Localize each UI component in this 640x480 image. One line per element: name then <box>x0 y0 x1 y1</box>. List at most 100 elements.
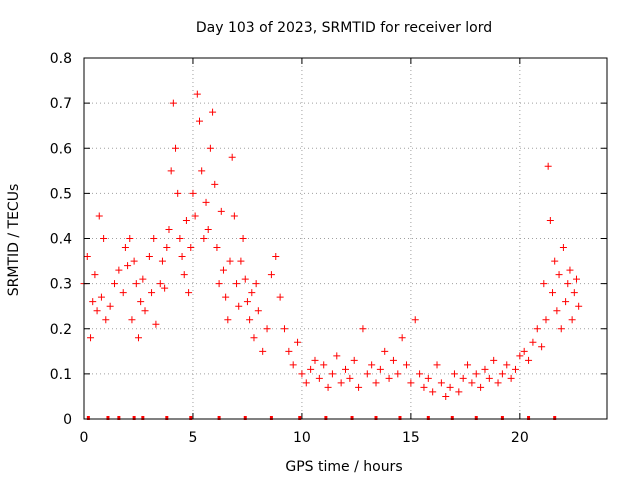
data-point <box>139 275 147 283</box>
data-point <box>217 207 225 215</box>
data-point <box>416 370 424 378</box>
data-point <box>315 374 323 382</box>
data-point <box>442 392 450 400</box>
data-point <box>100 235 108 242</box>
x-tick-labels: 0 5 10 15 20 <box>80 430 529 446</box>
data-point <box>494 379 502 387</box>
data-point <box>557 325 565 333</box>
data-point <box>450 370 458 378</box>
data-point <box>490 356 498 364</box>
data-point <box>372 379 380 387</box>
data-point <box>180 271 188 279</box>
data-point <box>152 320 160 328</box>
x-axis-label: GPS time / hours <box>285 459 402 475</box>
data-point <box>503 361 511 369</box>
data-point <box>189 189 197 197</box>
data-point <box>206 144 214 152</box>
data-point <box>111 280 119 288</box>
data-point <box>163 244 171 252</box>
data-point <box>272 253 280 261</box>
data-point <box>93 307 101 315</box>
data-point <box>250 334 258 342</box>
data-point <box>342 365 349 373</box>
grid-lines <box>84 58 607 419</box>
data-point <box>568 316 576 324</box>
data-point <box>546 216 554 224</box>
data-point <box>559 244 567 252</box>
data-point <box>566 266 574 274</box>
data-point <box>511 365 519 373</box>
data-point <box>294 338 302 346</box>
data-point <box>455 388 463 396</box>
data-point <box>226 257 234 265</box>
data-point <box>198 167 206 175</box>
data-point <box>289 361 297 369</box>
data-point <box>230 212 238 220</box>
data-point <box>350 356 358 364</box>
data-point <box>320 361 328 369</box>
data-point <box>302 379 310 387</box>
data-point <box>252 280 260 288</box>
data-point <box>333 352 341 360</box>
data-point <box>525 356 533 364</box>
data-point <box>280 325 288 333</box>
data-point <box>167 167 175 175</box>
data-point <box>346 374 354 382</box>
data-point <box>254 307 262 315</box>
data-point <box>507 374 515 382</box>
data-point <box>126 235 134 242</box>
y-axis-label: SRMTID / TECUs <box>6 184 22 297</box>
data-point <box>572 275 580 283</box>
data-point <box>403 361 411 369</box>
data-point <box>241 275 249 283</box>
x-tick-label: 20 <box>511 430 529 446</box>
data-point <box>385 374 393 382</box>
y-tick-label: 0.5 <box>50 186 72 202</box>
data-point <box>498 370 506 378</box>
data-point <box>187 244 195 252</box>
data-point <box>235 302 243 310</box>
y-tick-label: 0.7 <box>50 96 72 112</box>
data-point <box>553 307 561 315</box>
data-point <box>398 334 406 342</box>
data-point <box>363 370 371 378</box>
data-point <box>174 189 182 197</box>
data-point <box>178 253 186 261</box>
data-point <box>285 347 293 355</box>
data-point <box>311 356 319 364</box>
data-point <box>381 347 389 355</box>
data-point <box>169 99 177 107</box>
data-point <box>91 271 99 279</box>
data-point <box>228 153 236 161</box>
data-point <box>211 180 219 188</box>
axis-ticks <box>83 57 607 420</box>
data-point <box>368 361 376 369</box>
y-tick-label: 0.6 <box>50 141 72 157</box>
data-point <box>298 370 306 378</box>
data-point <box>191 212 199 220</box>
data-point <box>248 289 256 297</box>
data-point <box>575 302 583 310</box>
x-tick-label: 10 <box>293 430 311 446</box>
data-point <box>411 316 419 324</box>
x-tick-label: 0 <box>80 430 89 446</box>
data-point <box>538 343 546 351</box>
data-point <box>468 379 476 387</box>
data-point <box>562 298 570 306</box>
data-point <box>156 280 164 288</box>
data-point <box>555 271 563 279</box>
data-point <box>215 280 223 288</box>
chart-title: Day 103 of 2023, SRMTID for receiver lor… <box>196 20 492 36</box>
data-point <box>263 325 271 333</box>
data-point <box>259 347 267 355</box>
data-point <box>276 293 284 301</box>
data-point <box>145 253 153 261</box>
data-point <box>540 280 548 288</box>
data-point <box>307 365 315 373</box>
y-tick-label: 0.8 <box>50 51 72 67</box>
data-point <box>176 235 184 242</box>
y-tick-label: 0.2 <box>50 322 72 338</box>
data-point <box>433 361 441 369</box>
data-point <box>446 383 454 391</box>
